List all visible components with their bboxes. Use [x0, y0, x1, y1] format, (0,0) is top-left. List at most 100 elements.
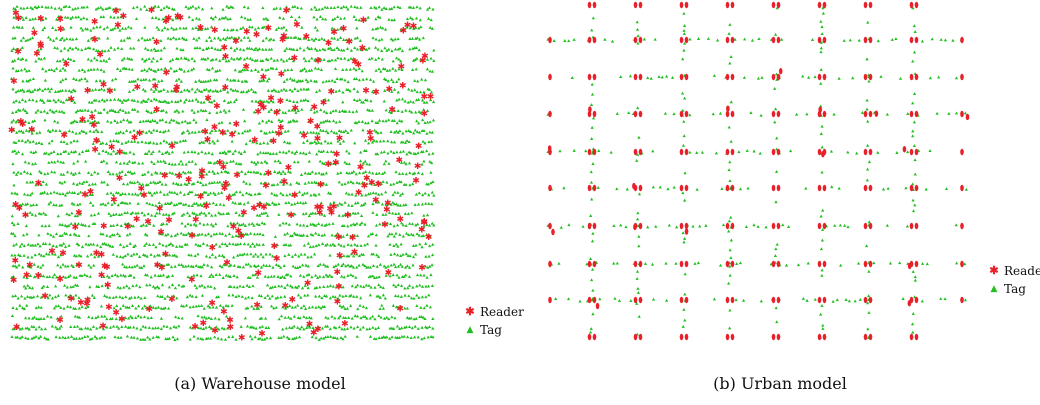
- tag-point: [930, 37, 934, 41]
- tag-point: [409, 16, 413, 19]
- tag-point: [147, 243, 152, 246]
- tag-point: [11, 59, 15, 63]
- tag-point: [27, 264, 31, 268]
- tag-point: [148, 222, 152, 226]
- reader-point: ✱: [335, 283, 343, 293]
- tag-point: [407, 87, 411, 91]
- reader-point: ✱: [262, 182, 270, 192]
- tag-point: [590, 28, 594, 32]
- tag-point: [11, 87, 15, 91]
- tag-point: [392, 262, 396, 266]
- tag-point: [336, 27, 340, 31]
- tag-point: [116, 131, 121, 135]
- tag-point: [177, 37, 181, 40]
- tag-point: [126, 252, 130, 256]
- tag-point: [186, 69, 190, 73]
- tag-point: [326, 264, 330, 268]
- tag-point: [955, 261, 959, 265]
- tag-point: [181, 139, 185, 143]
- tag-point: [241, 285, 245, 289]
- tag-point: [414, 223, 418, 227]
- tag-point: [216, 171, 220, 175]
- tag-point: [53, 252, 57, 256]
- tag-point: [331, 109, 335, 113]
- tag-point: [119, 15, 123, 19]
- tag-point: [210, 46, 214, 50]
- tag-point: [160, 28, 164, 32]
- tag-point: [715, 38, 720, 42]
- tag-point: [391, 59, 395, 63]
- tag-point: [167, 152, 171, 155]
- reader-point: [771, 1, 776, 9]
- tag-point: [268, 138, 273, 142]
- tag-point: [19, 294, 24, 298]
- reader-point: ✱: [421, 93, 429, 103]
- tag-point: [106, 170, 110, 173]
- tag-point: [214, 222, 218, 226]
- tag-point: [76, 222, 81, 225]
- tag-point: [431, 151, 435, 155]
- tag-point: [231, 27, 235, 31]
- tag-point: [174, 27, 178, 31]
- tag-point: [106, 182, 110, 186]
- tag-point: [430, 130, 434, 134]
- tag-point: [258, 99, 262, 102]
- reader-point: [548, 260, 552, 268]
- tag-point: [390, 326, 394, 330]
- tag-point: [53, 119, 57, 123]
- tag-point: [331, 222, 335, 225]
- tag-point: [704, 223, 708, 227]
- tag-point: [319, 141, 323, 145]
- tag-point: [324, 183, 329, 186]
- tag-point: [227, 264, 231, 268]
- tag-point: [365, 316, 369, 320]
- tag-point: [250, 325, 254, 329]
- tag-point: [287, 7, 292, 11]
- tag-point: [80, 305, 84, 309]
- tag-point: [292, 108, 296, 112]
- tag-point: [177, 316, 181, 320]
- tag-point: [373, 317, 377, 321]
- tag-point: [418, 18, 422, 22]
- tag-point: [247, 192, 251, 196]
- tag-point: [231, 151, 235, 155]
- tag-point: [258, 201, 262, 204]
- tag-point: [79, 26, 83, 30]
- tag-point: [199, 108, 203, 112]
- tag-point: [214, 160, 218, 164]
- tag-point: [330, 314, 334, 318]
- tag-point: [184, 233, 188, 236]
- tag-point: [558, 149, 562, 153]
- tag-point: [132, 335, 136, 339]
- tag-point: [954, 223, 958, 227]
- tag-point: [700, 150, 705, 154]
- tag-point: [143, 304, 147, 308]
- tag-point: [218, 89, 223, 93]
- tag-point: [56, 98, 61, 102]
- tag-point: [27, 161, 31, 165]
- tag-point: [563, 39, 567, 42]
- tag-point: [246, 275, 250, 279]
- tag-point: [27, 316, 31, 320]
- tag-point: [425, 120, 430, 124]
- tag-point: [66, 304, 70, 308]
- tag-point: [70, 211, 74, 215]
- tag-point: [951, 38, 955, 42]
- tag-point: [83, 46, 88, 50]
- reader-point: [548, 184, 552, 192]
- reader-point: [587, 36, 592, 44]
- tag-point: [128, 325, 132, 329]
- tag-point: [89, 265, 93, 269]
- tag-point: [159, 100, 163, 104]
- tag-point: [339, 129, 343, 133]
- tag-point: [260, 324, 265, 328]
- tag-point: [98, 25, 102, 29]
- tag-point: [272, 88, 276, 92]
- tag-point: [403, 212, 407, 215]
- tag-point: [336, 171, 340, 175]
- tag-point: [305, 191, 309, 195]
- tag-point: [306, 45, 310, 49]
- tag-point: [150, 160, 154, 164]
- tag-point: [143, 232, 147, 236]
- tag-point: [87, 224, 91, 228]
